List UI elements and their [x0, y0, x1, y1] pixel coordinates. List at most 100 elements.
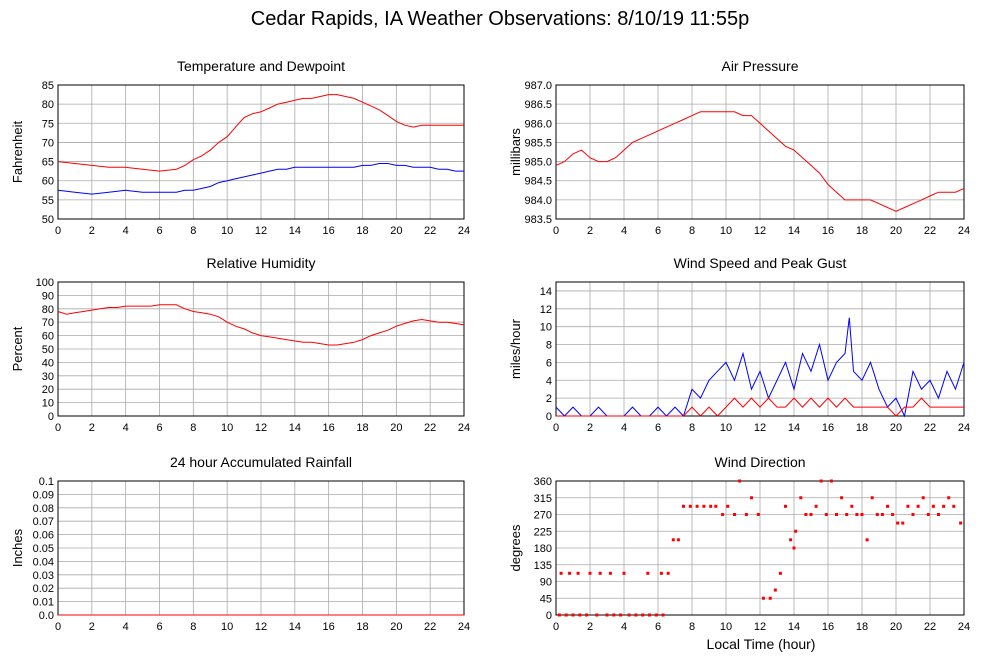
- data-point: [619, 613, 623, 617]
- x-tick-label: 2: [89, 621, 95, 633]
- y-tick-label: 985.5: [524, 137, 552, 149]
- data-point: [886, 504, 889, 508]
- data-point: [875, 513, 879, 516]
- x-tick-label: 14: [289, 621, 301, 633]
- data-point: [860, 513, 864, 516]
- y-tick-label: 60: [42, 331, 54, 343]
- y-tick-label: 80: [42, 304, 54, 316]
- x-tick-label: 16: [822, 225, 834, 237]
- y-tick-label: 180: [534, 543, 552, 555]
- x-tick-label: 2: [89, 225, 95, 237]
- x-tick-label: 4: [123, 422, 129, 434]
- data-point: [676, 538, 680, 542]
- plot-frame: [555, 281, 965, 417]
- y-tick-label: 225: [534, 526, 552, 538]
- x-tick-label: 0: [553, 422, 559, 434]
- data-point: [659, 571, 663, 575]
- data-point: [959, 521, 963, 525]
- series-line: [556, 397, 964, 417]
- data-point: [768, 596, 772, 600]
- x-tick-label: 12: [255, 225, 267, 237]
- data-point: [682, 504, 685, 508]
- x-tick-label: 2: [587, 621, 593, 633]
- y-axis-label: Fahrenheit: [10, 121, 25, 184]
- data-point: [695, 504, 699, 508]
- data-point: [641, 613, 645, 617]
- y-tick-label: 50: [42, 344, 54, 356]
- data-point: [568, 571, 572, 575]
- x-tick-label: 20: [890, 621, 902, 633]
- y-tick-label: 0.01: [33, 597, 54, 609]
- x-tick-label: 4: [123, 225, 129, 237]
- data-point: [744, 513, 748, 516]
- data-point: [627, 613, 631, 617]
- y-tick-label: 986.0: [524, 118, 552, 130]
- data-point: [571, 613, 575, 617]
- x-tick-label: 16: [822, 422, 834, 434]
- y-tick-label: 2: [546, 393, 552, 405]
- x-tick-label: 12: [255, 422, 267, 434]
- y-tick-label: 12: [540, 304, 552, 316]
- x-tick-label: 16: [323, 621, 335, 633]
- chart-title: Air Pressure: [721, 58, 798, 74]
- data-point: [947, 496, 951, 500]
- series-line: [555, 111, 965, 212]
- y-tick-label: 10: [42, 398, 54, 410]
- y-tick-label: 20: [42, 384, 54, 396]
- x-tick-label: 16: [822, 621, 834, 633]
- x-tick-label: 20: [890, 225, 902, 237]
- data-point: [784, 504, 787, 508]
- x-tick-label: 10: [221, 621, 233, 633]
- x-tick-label: 20: [390, 621, 402, 633]
- data-point: [714, 504, 718, 508]
- y-tick-label: 90: [42, 290, 54, 302]
- data-point: [576, 571, 580, 575]
- y-tick-label: 85: [42, 80, 54, 92]
- data-point: [612, 613, 616, 617]
- y-tick-label: 70: [42, 317, 54, 329]
- y-tick-label: 985.0: [524, 157, 552, 169]
- data-point: [896, 521, 900, 525]
- y-axis-label: degrees: [508, 524, 523, 571]
- y-tick-label: 80: [42, 99, 54, 111]
- x-tick-label: 4: [621, 621, 627, 633]
- x-tick-label: 6: [156, 225, 162, 237]
- data-point: [835, 513, 838, 516]
- y-tick-label: 6: [546, 357, 552, 369]
- chart-title: Wind Speed and Peak Gust: [674, 255, 847, 271]
- y-tick-label: 30: [42, 371, 54, 383]
- chart-title: Temperature and Dewpoint: [177, 58, 345, 74]
- plot-frame: [57, 84, 465, 220]
- x-tick-label: 2: [587, 422, 593, 434]
- x-tick-label: 22: [424, 225, 436, 237]
- y-tick-label: 986.5: [524, 99, 552, 111]
- x-tick-label: 10: [720, 422, 732, 434]
- x-tick-label: 4: [621, 225, 627, 237]
- y-tick-label: 315: [534, 493, 552, 505]
- y-axis-label: millibars: [508, 128, 523, 176]
- x-tick-label: 18: [356, 422, 368, 434]
- x-tick-label: 0: [55, 621, 61, 633]
- x-tick-label: 22: [924, 621, 936, 633]
- x-tick-label: 18: [856, 621, 868, 633]
- chart-title: Wind Direction: [714, 454, 805, 470]
- data-point: [829, 479, 833, 483]
- x-tick-label: 16: [323, 225, 335, 237]
- data-point: [901, 521, 905, 525]
- x-tick-label: 12: [754, 225, 766, 237]
- data-point: [648, 613, 651, 617]
- data-point: [865, 538, 869, 542]
- x-tick-label: 0: [55, 422, 61, 434]
- x-tick-label: 22: [424, 621, 436, 633]
- series-line: [57, 304, 465, 346]
- data-point: [726, 504, 730, 508]
- page-title: Cedar Rapids, IA Weather Observations: 8…: [250, 8, 750, 30]
- data-point: [709, 504, 713, 508]
- y-tick-label: 0.05: [33, 543, 54, 555]
- x-tick-label: 2: [89, 422, 95, 434]
- x-axis-label: Local Time (hour): [706, 636, 816, 652]
- data-point: [809, 513, 813, 516]
- x-tick-label: 8: [190, 621, 196, 633]
